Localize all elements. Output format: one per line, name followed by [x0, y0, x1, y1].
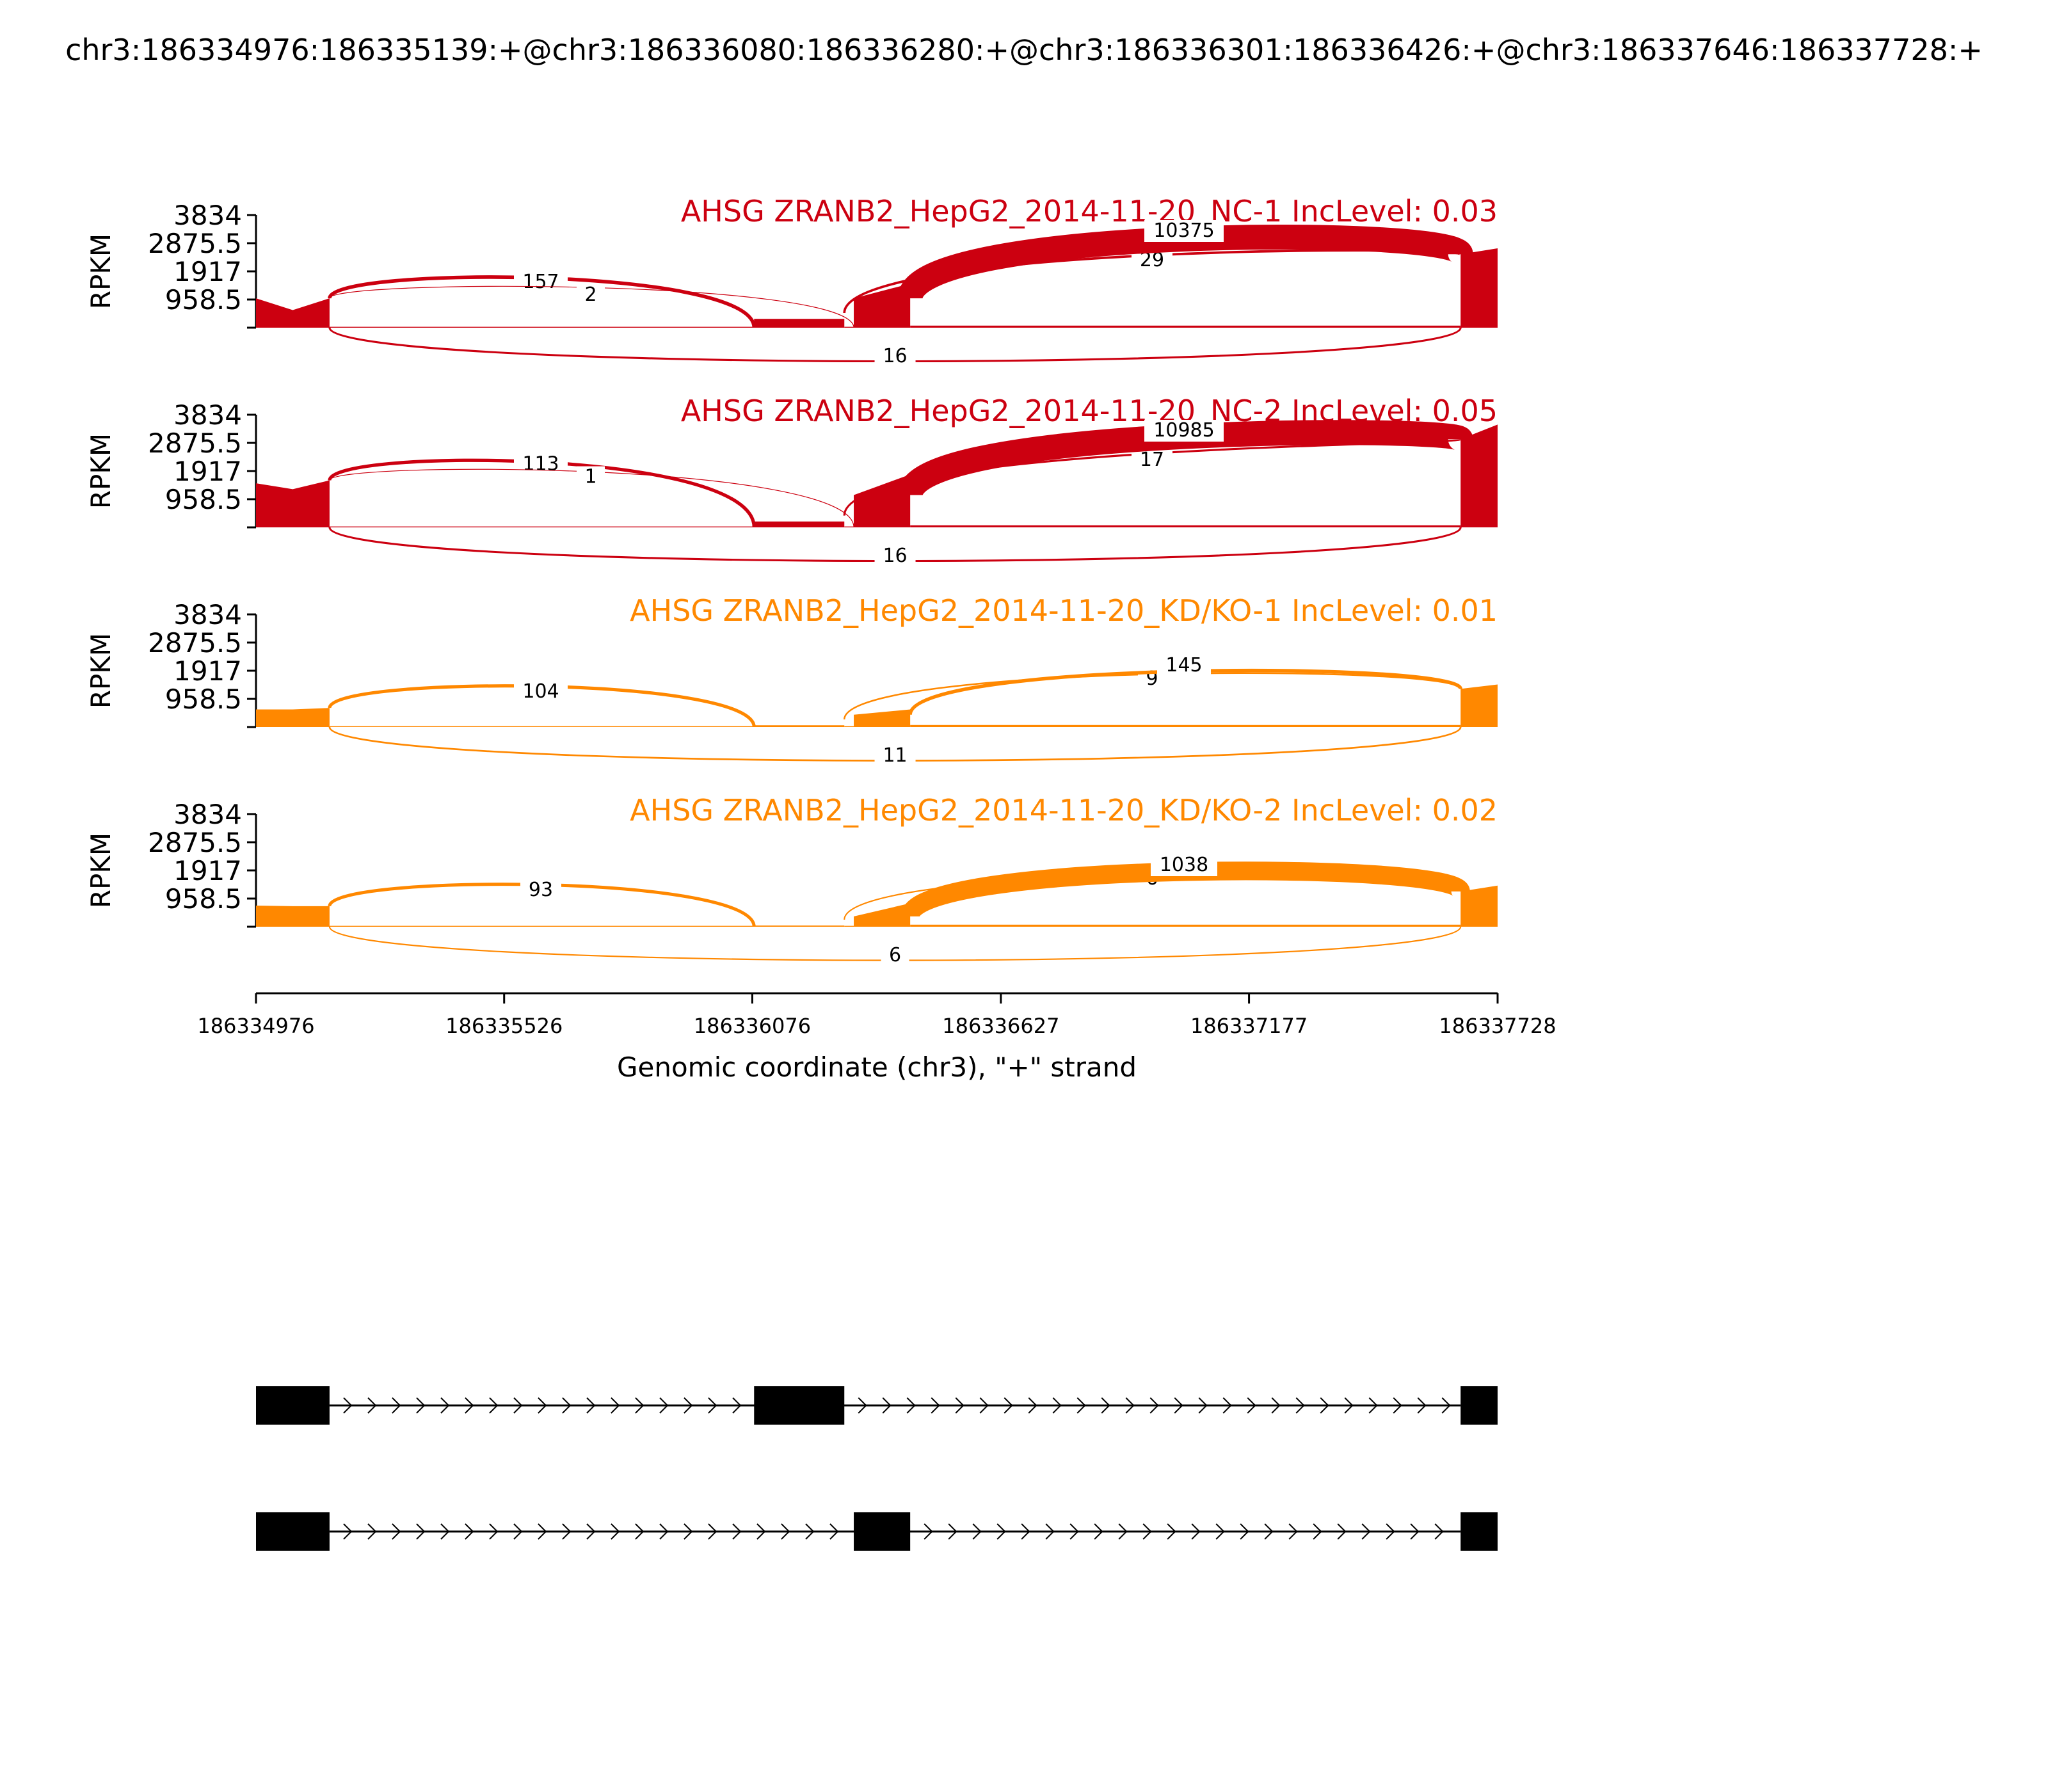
y-tick-label: 2875.5: [148, 428, 242, 459]
y-tick-label: 3834: [173, 799, 242, 830]
x-tick-label: 186337177: [1190, 1014, 1308, 1038]
coverage-intron2: [910, 326, 1460, 328]
coverage-intron2: [910, 525, 1460, 527]
coverage-exon3: [854, 709, 910, 727]
track-title: AHSG ZRANB2_HepG2_2014-11-20_KD/KO-1 Inc…: [630, 593, 1498, 628]
y-axis-label: RPKM: [85, 433, 116, 509]
junction-count: 104: [522, 680, 559, 703]
junction-count: 113: [522, 453, 559, 476]
junction-count: 11: [883, 744, 907, 767]
junction-count: 1: [584, 466, 596, 488]
x-axis: 186334976 186335526 186336076 186336627 1863…: [197, 993, 1556, 1038]
y-tick-label: 3834: [173, 599, 242, 630]
track-title: AHSG ZRANB2_HepG2_2014-11-20_KD/KO-2 Inc…: [630, 793, 1498, 828]
isoform-2: [256, 1512, 1498, 1551]
junction-count: 6: [889, 944, 901, 966]
figure-title: chr3:186334976:186335139:+@chr3:18633608…: [65, 33, 1983, 67]
y-tick-label: 1917: [173, 456, 242, 487]
junction-count: 10985: [1153, 419, 1214, 442]
coverage-intron2: [910, 925, 1460, 927]
y-axis-label: RPKM: [85, 234, 116, 309]
coverage-exon4: [1460, 424, 1498, 527]
y-tick-label: 3834: [173, 200, 242, 231]
y-axis-label: RPKM: [85, 833, 116, 908]
exon-block: [854, 1512, 910, 1551]
isoform-models: [256, 1386, 1498, 1551]
x-axis-label: Genomic coordinate (chr3), "+" strand: [617, 1052, 1137, 1083]
x-tick-label: 186337728: [1439, 1014, 1556, 1038]
junction-arc: [910, 433, 1460, 495]
y-tick-label: 2875.5: [148, 228, 242, 259]
coverage-intron1: [330, 726, 754, 727]
x-tick-label: 186335526: [445, 1014, 563, 1038]
exon-block: [1460, 1386, 1498, 1425]
y-tick-label: 958.5: [165, 484, 242, 515]
coverage-exon4: [1460, 248, 1498, 328]
y-tick-label: 958.5: [165, 684, 242, 715]
coverage-gap: [844, 926, 854, 927]
coverage-gap: [844, 726, 854, 727]
coverage-intron2: [910, 725, 1460, 727]
y-tick-label: 1917: [173, 256, 242, 287]
coverage-gap: [844, 327, 854, 328]
junction-count: 2: [584, 284, 596, 306]
y-tick-label: 1917: [173, 855, 242, 886]
x-tick-label: 186334976: [197, 1014, 314, 1038]
coverage-exon2: [754, 522, 844, 527]
exon-block: [256, 1386, 330, 1425]
coverage-exon1: [256, 708, 330, 727]
junction-count: 16: [883, 545, 907, 567]
x-tick-label: 186336627: [942, 1014, 1059, 1038]
y-tick-label: 3834: [173, 399, 242, 431]
y-tick-label: 958.5: [165, 883, 242, 915]
coverage-exon4: [1460, 886, 1498, 927]
junction-count: 157: [522, 271, 559, 293]
track-title: AHSG ZRANB2_HepG2_2014-11-20_NC-1 IncLev…: [681, 194, 1498, 228]
junction-arc: [910, 237, 1460, 298]
junction-count: 145: [1165, 654, 1202, 676]
coverage-intron1: [330, 926, 754, 927]
junction-arc: [910, 671, 1460, 715]
coverage-exon2: [754, 319, 844, 328]
coverage-exon2: [754, 925, 844, 927]
track-4: 958.519172875.53834 RPKM AHSG ZRANB2_HepG2…: [85, 793, 1498, 966]
coverage-exon1: [256, 906, 330, 927]
coverage-exon2: [754, 725, 844, 727]
coverage-exon1: [256, 481, 330, 527]
exon-block: [1460, 1512, 1498, 1551]
exon-block: [256, 1512, 330, 1551]
coverage-intron1: [330, 327, 754, 328]
y-tick-label: 2875.5: [148, 627, 242, 659]
y-tick-label: 1917: [173, 655, 242, 687]
x-tick-label: 186336076: [694, 1014, 811, 1038]
exon-block: [754, 1386, 844, 1425]
coverage-exon4: [1460, 684, 1498, 727]
isoform-1: [256, 1386, 1498, 1425]
junction-count: 1038: [1160, 854, 1208, 876]
junction-count: 17: [1140, 449, 1164, 471]
junction-count: 93: [529, 879, 553, 901]
junction-count: 16: [883, 345, 907, 367]
junction-count: 10375: [1153, 220, 1214, 242]
coverage-exon1: [256, 298, 330, 328]
junction-arc: [910, 871, 1460, 916]
y-tick-label: 958.5: [165, 284, 242, 316]
y-axis-label: RPKM: [85, 633, 116, 708]
y-tick-label: 2875.5: [148, 827, 242, 858]
